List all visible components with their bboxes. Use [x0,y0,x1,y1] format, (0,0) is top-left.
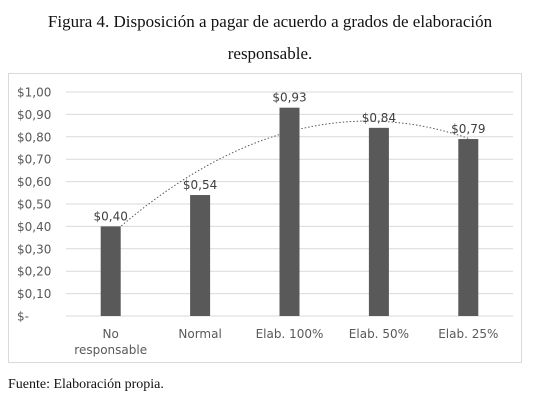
data-label: $0,84 [362,111,396,125]
y-tick-label: $0,70 [17,153,51,167]
y-tick-label: $0,80 [17,130,51,144]
y-tick-label: $0,90 [17,108,51,122]
figure-caption-line1: Figura 4. Disposición a pagar de acuerdo… [47,12,493,31]
figure-caption-line2: responsable. [227,44,313,63]
x-tick-label: Normal [178,327,221,341]
data-label: $0,93 [272,91,306,105]
x-tick-label: No [103,327,119,341]
data-label: $0,54 [183,178,217,192]
y-tick-label: $0,10 [17,287,51,301]
y-tick-label: $0,50 [17,198,51,212]
data-label: $0,40 [94,209,128,223]
x-tick-label: Elab. 25% [438,327,498,341]
x-tick-label: Elab. 50% [349,327,409,341]
chart-area: $- $0,10 $0,20 $0,30 $0,40 $0,50 $0,60 $0,70 $0,… [8,73,522,363]
y-tick-label: $0,20 [17,265,51,279]
data-label: $0,79 [451,122,485,136]
y-tick-label: $0,40 [17,220,51,234]
source-note: Fuente: Elaboración propia. [8,377,164,392]
x-tick-label: Elab. 100% [256,327,324,341]
x-tick-label: responsable [74,343,147,357]
bar-chart: $- $0,10 $0,20 $0,30 $0,40 $0,50 $0,60 $0,70 $0,… [17,86,513,357]
y-tick-label: $- [17,310,29,324]
bar [368,127,389,316]
y-tick-label: $0,30 [17,242,51,256]
bar [279,107,300,317]
bar [458,139,479,316]
bar [190,195,211,316]
bar [100,226,121,316]
y-tick-label: $1,00 [17,86,51,100]
y-tick-label: $0,60 [17,175,51,189]
